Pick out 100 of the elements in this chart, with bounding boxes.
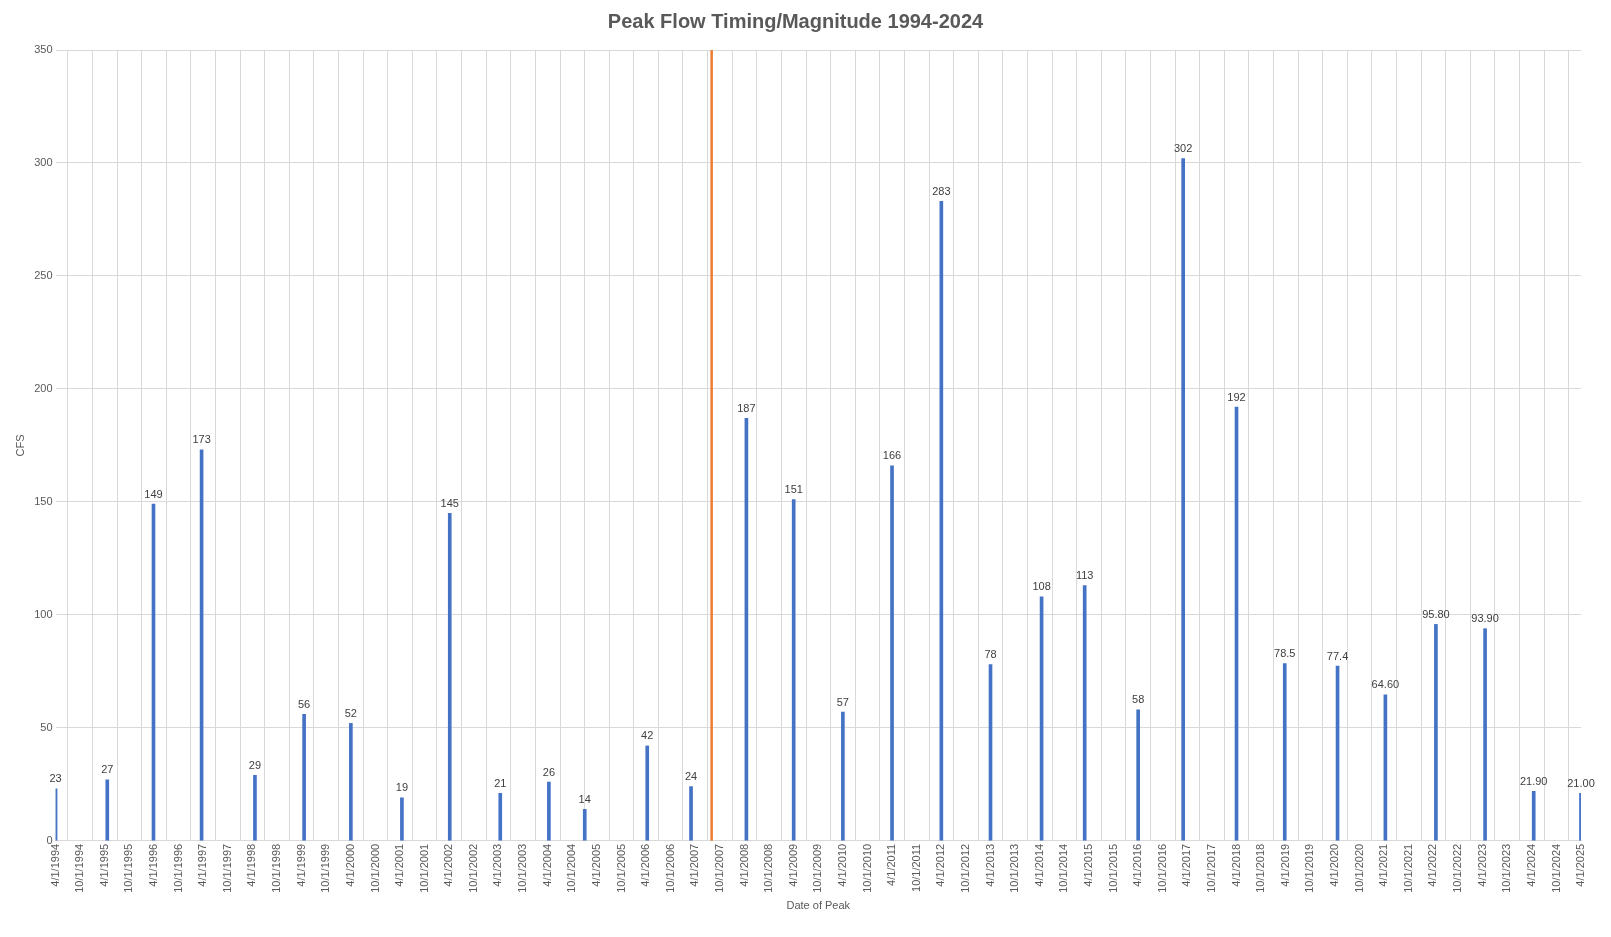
x-axis-title: Date of Peak [786,899,851,912]
bar [349,723,353,841]
x-tick-label: 4/1/2019 [1278,843,1291,887]
x-tick-label: 10/1/2005 [614,843,627,893]
bar [1531,791,1536,841]
data-label: 26 [542,765,556,778]
x-tick-label: 10/1/2016 [1155,843,1168,893]
data-label: 166 [882,449,902,462]
data-label: 187 [737,401,756,414]
y-tick-label: 250 [34,268,53,281]
data-label: 24 [684,770,698,783]
x-tick-label: 10/1/2022 [1451,843,1464,893]
x-tick-label: 10/1/1998 [270,843,283,893]
bar [1282,663,1287,841]
x-tick-label: 4/1/1995 [97,843,110,887]
x-tick-label: 4/1/2003 [491,843,504,887]
x-tick-label: 10/1/2020 [1352,843,1365,893]
bar [1434,624,1438,841]
x-tick-label: 4/1/2006 [639,843,652,887]
x-tick-label: 10/1/2006 [663,843,676,893]
x-tick-label: 10/1/2008 [762,843,775,893]
x-tick-label: 10/1/2015 [1106,843,1119,893]
y-tick-label: 0 [46,833,53,846]
data-label: 192 [1227,390,1246,403]
data-label: 78 [984,648,997,661]
y-axis-title: CFS [13,434,26,457]
x-tick-label: 4/1/2009 [786,843,799,887]
data-label: 283 [932,184,951,197]
x-tick-label: 4/1/2013 [983,843,996,887]
data-label: 95.80 [1422,607,1450,620]
x-tick-label: 4/1/2007 [688,843,701,887]
x-tick-label: 4/1/2000 [343,843,356,887]
x-tick-label: 4/1/2015 [1081,843,1094,887]
x-tick-label: 10/1/2001 [417,843,430,893]
x-tick-label: 10/1/2013 [1008,843,1021,893]
x-tick-label: 10/1/1995 [122,843,135,893]
data-label: 57 [836,695,849,708]
bar [1136,709,1140,841]
x-tick-label: 10/1/2010 [860,843,873,893]
x-tick-label: 4/1/2020 [1328,843,1341,887]
x-tick-label: 4/1/2014 [1032,843,1045,887]
x-tick-label: 10/1/2011 [909,843,922,892]
x-tick-label: 4/1/2012 [934,843,947,887]
x-tick-label: 4/1/2021 [1377,843,1390,887]
x-tick-label: 10/1/1994 [73,843,86,893]
x-tick-label: 10/1/2002 [466,843,479,893]
data-label: 78.5 [1274,647,1296,660]
bar [498,793,503,841]
x-tick-label: 4/1/2008 [737,843,750,887]
bar [645,745,650,841]
x-tick-label: 4/1/2022 [1426,843,1439,887]
x-tick-label: 10/1/2009 [811,843,824,893]
x-tick-label: 10/1/2000 [368,843,381,893]
y-tick-label: 50 [40,720,53,733]
x-tick-label: 10/1/2018 [1254,843,1267,893]
x-tick-label: 10/1/1996 [171,843,184,893]
x-tick-label: 10/1/2021 [1401,843,1414,893]
x-tick-label: 4/1/1997 [196,843,209,887]
data-label: 19 [395,781,409,794]
data-label: 21 [494,776,507,789]
x-tick-label: 10/1/2023 [1500,843,1513,893]
data-label: 52 [344,706,357,719]
data-label: 145 [440,496,459,509]
bar [791,499,796,841]
x-tick-label: 10/1/2017 [1205,843,1218,893]
x-tick-label: 4/1/2005 [589,843,602,887]
data-label: 151 [784,483,803,496]
x-tick-label: 4/1/2023 [1475,843,1488,887]
data-label: 108 [1032,580,1051,593]
x-tick-label: 10/1/2007 [712,843,725,893]
x-tick-label: 10/1/2003 [516,843,529,893]
x-tick-label: 4/1/1999 [294,843,307,887]
data-label: 21.00 [1567,776,1595,789]
data-label: 21.90 [1519,774,1548,787]
bar [302,714,306,841]
x-tick-label: 4/1/2010 [835,843,848,887]
bar [400,797,404,841]
bar [1483,628,1487,841]
data-label: 23 [49,772,62,785]
x-tick-label: 4/1/2016 [1131,843,1144,887]
y-tick-label: 300 [34,156,53,169]
y-tick-label: 350 [34,43,53,56]
chart-title: Peak Flow Timing/Magnitude 1994-2024 [607,9,985,32]
x-tick-label: 10/1/2012 [959,843,972,893]
x-tick-label: 4/1/2001 [393,843,406,887]
x-tick-label: 4/1/2017 [1180,843,1193,887]
y-tick-label: 100 [34,607,53,620]
data-label: 93.90 [1471,612,1499,625]
bar [890,465,894,841]
data-label: 149 [144,487,163,500]
x-tick-label: 10/1/2019 [1303,843,1316,893]
data-label: 77.4 [1326,649,1349,662]
x-tick-label: 10/1/2024 [1549,843,1562,893]
data-label: 173 [192,433,211,446]
data-label: 29 [248,758,262,771]
data-label: 113 [1075,569,1094,582]
x-tick-label: 4/1/2002 [442,843,455,887]
x-tick-label: 10/1/1999 [319,843,332,893]
data-label: 58 [1132,693,1145,706]
x-tick-label: 4/1/2004 [540,843,553,887]
